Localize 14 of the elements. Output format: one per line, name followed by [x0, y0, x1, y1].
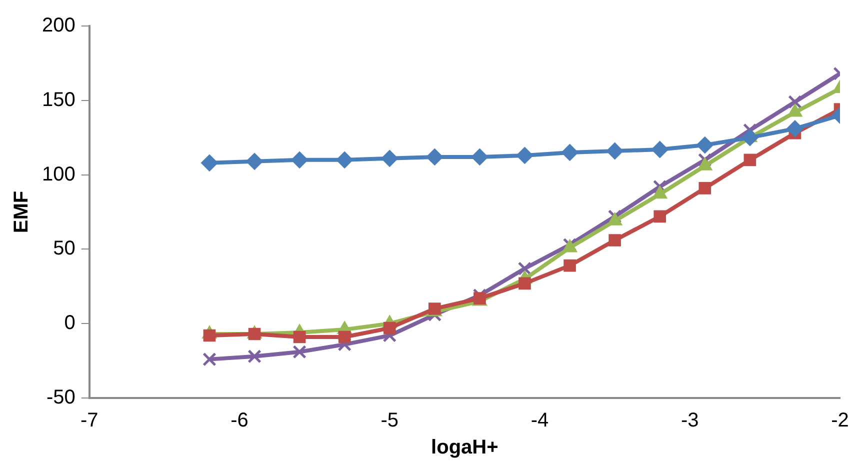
y-tick-label: -50	[46, 386, 76, 409]
y-axis-title: EMF	[10, 190, 33, 234]
x-tick-label: -6	[230, 410, 248, 432]
x-axis-title: logaH+	[431, 436, 498, 459]
x-tick-label: -7	[80, 410, 98, 432]
y-tick-label: 150	[42, 88, 76, 111]
x-tick-label: -3	[680, 410, 699, 432]
x-tick-label: -4	[530, 410, 549, 432]
y-tick-label: 100	[42, 163, 76, 186]
y-tick-label: 50	[53, 238, 76, 260]
y-tick-label: 200	[42, 14, 76, 37]
x-tick-label: -2	[831, 410, 849, 432]
y-tick-label: 0	[64, 312, 76, 334]
x-tick-label: -5	[380, 410, 399, 432]
